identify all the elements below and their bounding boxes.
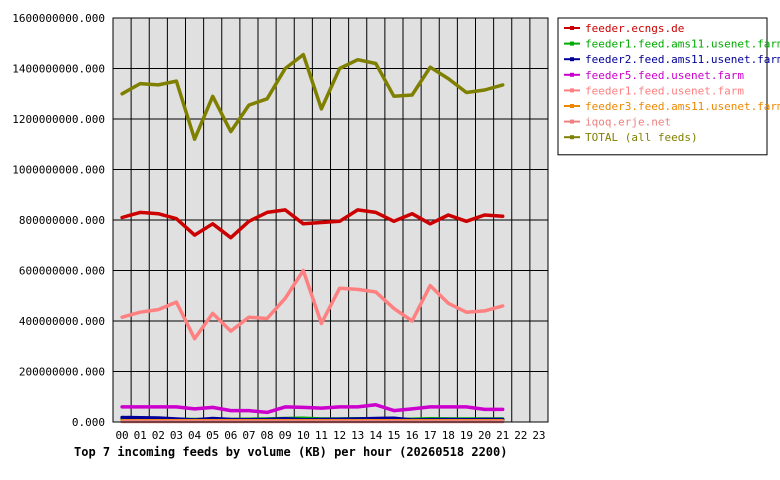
y-tick-label: 400000000.000	[19, 315, 105, 328]
x-tick-label: 11	[315, 429, 328, 442]
legend-marker	[570, 88, 574, 93]
legend-entry: feeder2.feed.ams11.usenet.farm	[585, 53, 780, 66]
legend-entry: TOTAL (all feeds)	[585, 131, 698, 144]
x-tick-label: 23	[532, 429, 545, 442]
y-tick-label: 600000000.000	[19, 265, 105, 278]
x-tick-label: 19	[460, 429, 473, 442]
legend-entry: feeder1.feed.ams11.usenet.farm	[585, 38, 780, 51]
series-line	[120, 403, 505, 415]
series-line	[120, 52, 505, 141]
x-tick-label: 16	[405, 429, 418, 442]
x-tick-label: 05	[206, 429, 219, 442]
chart-title: Top 7 incoming feeds by volume (KB) per …	[74, 445, 507, 459]
y-tick-label: 1600000000.000	[12, 12, 105, 25]
legend-marker	[570, 72, 574, 77]
legend-marker	[570, 119, 574, 124]
x-tick-label: 08	[260, 429, 273, 442]
legend-entry: feeder3.feed.ams11.usenet.farm	[585, 100, 780, 113]
plot-border	[112, 17, 549, 423]
legend-entry: feeder5.feed.usenet.farm	[585, 69, 744, 82]
legend-marker	[570, 26, 574, 30]
x-tick-label: 21	[496, 429, 509, 442]
x-tick-label: 01	[134, 429, 147, 442]
y-axis-ticks: 0.000 200000000.000 400000000.000 600000000…	[12, 12, 105, 429]
y-tick-label: 1000000000.000	[12, 164, 105, 177]
x-tick-label: 07	[242, 429, 255, 442]
y-tick-label: 1200000000.000	[12, 113, 105, 126]
x-tick-label: 17	[424, 429, 437, 442]
x-tick-label: 15	[387, 429, 400, 442]
y-tick-label: 0.000	[72, 416, 105, 429]
x-tick-label: 03	[170, 429, 183, 442]
legend-marker	[570, 57, 574, 62]
x-tick-label: 09	[279, 429, 292, 442]
series-lines	[120, 52, 505, 424]
x-tick-label: 00	[115, 429, 128, 442]
series-line	[120, 208, 505, 240]
x-tick-label: 12	[333, 429, 346, 442]
x-tick-label: 10	[297, 429, 310, 442]
legend-marker	[570, 104, 574, 108]
legend-box	[557, 17, 768, 156]
y-tick-label: 200000000.000	[19, 366, 105, 379]
y-tick-label: 800000000.000	[19, 214, 105, 227]
x-tick-label: 18	[442, 429, 455, 442]
x-tick-label: 02	[152, 429, 165, 442]
y-tick-label: 1400000000.000	[12, 63, 105, 76]
legend-marker	[570, 135, 574, 140]
x-tick-label: 06	[224, 429, 237, 442]
x-tick-label: 13	[351, 429, 364, 442]
legend-entry: iqoq.erje.net	[585, 116, 671, 129]
legend-entry: feeder.ecngs.de	[585, 22, 684, 35]
series-line	[120, 268, 505, 341]
x-axis-ticks: 00 01 02 03 04 05 06 07 08 09 10 11 12 13 14 15 16 17 18 19…	[115, 429, 545, 442]
x-tick-label: 22	[514, 429, 527, 442]
legend-marker	[570, 41, 574, 46]
legend-entry: feeder1.feed.usenet.farm	[585, 84, 744, 97]
x-tick-label: 20	[478, 429, 491, 442]
legend: feeder.ecngs.de feeder1.feed.ams11.usenet…	[557, 17, 780, 156]
x-tick-label: 04	[188, 429, 202, 442]
x-tick-label: 14	[369, 429, 383, 442]
